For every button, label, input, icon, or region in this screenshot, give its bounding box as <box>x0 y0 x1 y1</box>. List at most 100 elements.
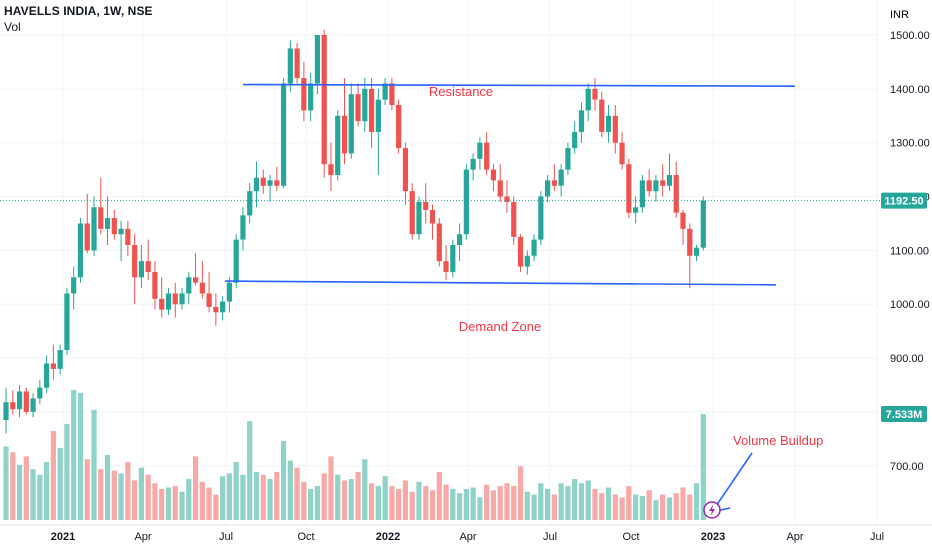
time-tick-label: 2021 <box>51 531 75 543</box>
time-tick-label: Jul <box>543 531 557 543</box>
candle-body <box>10 402 16 410</box>
volume-buildup-label: Volume Buildup <box>733 433 823 448</box>
volume-bar <box>16 464 23 520</box>
volume-bar <box>456 493 463 520</box>
candle-body <box>328 164 334 175</box>
volume-bar <box>355 471 361 520</box>
candle-body <box>287 48 293 84</box>
candle-body <box>423 201 429 210</box>
candle-body <box>687 228 693 256</box>
candle-body <box>396 105 402 149</box>
price-tick-label: 1000.00 <box>890 299 930 311</box>
volume-bar <box>375 486 381 520</box>
candle-body <box>247 191 253 216</box>
candle-body <box>673 175 679 213</box>
candle-body <box>477 142 483 159</box>
lightning-icon[interactable] <box>703 501 721 519</box>
candle-body <box>666 175 673 186</box>
candle-body <box>233 239 239 283</box>
volume-bar <box>517 466 524 520</box>
volume-bar <box>700 414 706 520</box>
candle-body <box>186 277 192 294</box>
volume-bar <box>192 456 199 520</box>
candle-body <box>511 201 517 237</box>
volume-bar <box>111 470 117 520</box>
candle-body <box>409 191 415 235</box>
volume-bar <box>368 483 375 520</box>
volume-bar <box>450 488 456 520</box>
resistance-line[interactable] <box>242 83 796 87</box>
candle-body <box>531 239 537 256</box>
volume-bar <box>666 497 673 520</box>
volume-bar <box>423 486 429 520</box>
volume-bar <box>226 473 233 520</box>
candle-body <box>639 180 645 208</box>
candle-body <box>497 180 503 197</box>
candle-body <box>240 215 246 240</box>
candle-body <box>348 94 354 154</box>
candle-body <box>504 196 510 202</box>
volume-bar <box>98 469 104 520</box>
last-price-label: 1192.50 <box>884 196 923 208</box>
price-tick-label: 1300.00 <box>890 138 930 150</box>
candle-body <box>206 293 212 307</box>
price-tick-label: 700.00 <box>890 461 924 473</box>
volume-bar <box>680 487 686 520</box>
candle-body <box>213 306 219 313</box>
volume-bar <box>165 487 172 520</box>
candle-body <box>612 115 618 143</box>
candle-body <box>416 201 422 235</box>
volume-bar <box>287 460 293 520</box>
candle-body <box>138 261 144 278</box>
candle-body <box>375 99 381 132</box>
candle-body <box>44 363 50 388</box>
candle-body <box>179 293 185 305</box>
volume-bar <box>504 483 510 520</box>
candle-body <box>646 180 652 192</box>
volume-bar <box>77 392 84 520</box>
volume-bar <box>605 487 612 520</box>
volume-bar <box>592 488 598 520</box>
candle-body <box>37 387 43 399</box>
candle-body <box>341 115 348 154</box>
volume-bar <box>91 409 97 520</box>
candle-body <box>84 223 90 251</box>
chart-title: HAVELLS INDIA, 1W, NSE <box>4 4 153 18</box>
volume-bar <box>247 421 253 520</box>
candle-body <box>362 88 368 122</box>
support-resistance-lines[interactable]: Resistance Demand Zone <box>224 83 796 334</box>
volume-bar <box>199 481 205 520</box>
volume-bar <box>132 480 138 520</box>
annotation-arrow <box>711 452 753 513</box>
candle-body <box>16 391 23 410</box>
volume-bar <box>328 456 334 520</box>
candle-body <box>335 115 341 175</box>
volume-bar <box>280 440 287 520</box>
volume-bar <box>660 494 666 520</box>
candle-body <box>517 236 524 267</box>
demand-zone-line[interactable] <box>224 280 777 286</box>
volume-bar <box>321 473 327 520</box>
volume-bar <box>253 471 260 520</box>
candle-body <box>57 350 63 369</box>
price-tick-label: 1100.00 <box>890 245 929 257</box>
volume-bar <box>172 486 178 520</box>
volume-bar <box>294 467 300 520</box>
candle-body <box>260 177 266 186</box>
volume-bar <box>463 488 469 520</box>
volume-bar <box>585 480 591 520</box>
time-tick-label: 2022 <box>376 531 400 543</box>
volume-bar <box>490 490 497 520</box>
last-price-badge: 1192.50 <box>0 192 927 209</box>
candle-body <box>382 83 388 100</box>
time-tick-label: Oct <box>297 531 314 543</box>
price-tick-label: 900.00 <box>890 353 924 365</box>
volume-bar <box>308 488 314 520</box>
volume-bar <box>10 452 16 520</box>
candle-body <box>111 218 117 235</box>
resistance-label: Resistance <box>429 84 493 99</box>
volume-bar <box>429 490 436 520</box>
volume-bar <box>612 494 618 520</box>
volume-bar <box>314 486 321 520</box>
